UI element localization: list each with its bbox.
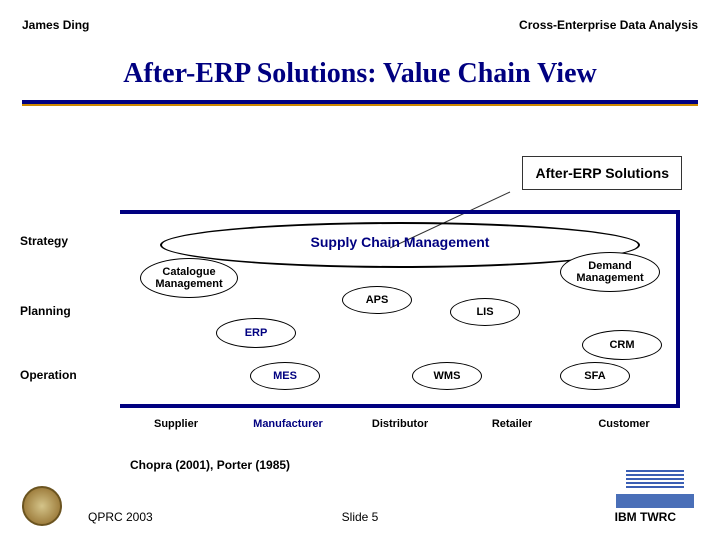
node-catalogue-management: Catalogue Management [140, 258, 238, 298]
node-aps: APS [342, 286, 412, 314]
footer-left: QPRC 2003 [88, 510, 153, 524]
role-customer: Customer [568, 418, 680, 430]
role-retailer: Retailer [456, 418, 568, 430]
ibm-block [616, 494, 694, 508]
topic-name: Cross-Enterprise Data Analysis [519, 18, 698, 32]
roles-row: Supplier Manufacturer Distributor Retail… [120, 418, 680, 430]
slide-number: Slide 5 [342, 510, 379, 524]
row-label-planning: Planning [20, 304, 110, 318]
callout-box: After-ERP Solutions [522, 156, 682, 190]
page-title: After-ERP Solutions: Value Chain View [0, 58, 720, 90]
node-erp: ERP [216, 318, 296, 348]
row-label-operation: Operation [20, 368, 110, 382]
node-demand-management: Demand Management [560, 252, 660, 292]
footer: QPRC 2003 Slide 5 IBM TWRC [0, 510, 720, 524]
citation: Chopra (2001), Porter (1985) [130, 458, 290, 472]
node-crm: CRM [582, 330, 662, 360]
role-manufacturer: Manufacturer [232, 418, 344, 430]
diagram-frame: Strategy Planning Operation Supply Chain… [120, 210, 680, 408]
node-wms: WMS [412, 362, 482, 390]
node-mes: MES [250, 362, 320, 390]
footer-right: IBM TWRC [615, 510, 676, 524]
node-sfa: SFA [560, 362, 630, 390]
role-distributor: Distributor [344, 418, 456, 430]
scm-label: Supply Chain Management [270, 234, 530, 250]
node-lis: LIS [450, 298, 520, 326]
row-label-strategy: Strategy [20, 234, 110, 248]
title-rule [22, 100, 698, 104]
author-name: James Ding [22, 18, 89, 32]
role-supplier: Supplier [120, 418, 232, 430]
ibm-logo-icon [626, 470, 684, 490]
